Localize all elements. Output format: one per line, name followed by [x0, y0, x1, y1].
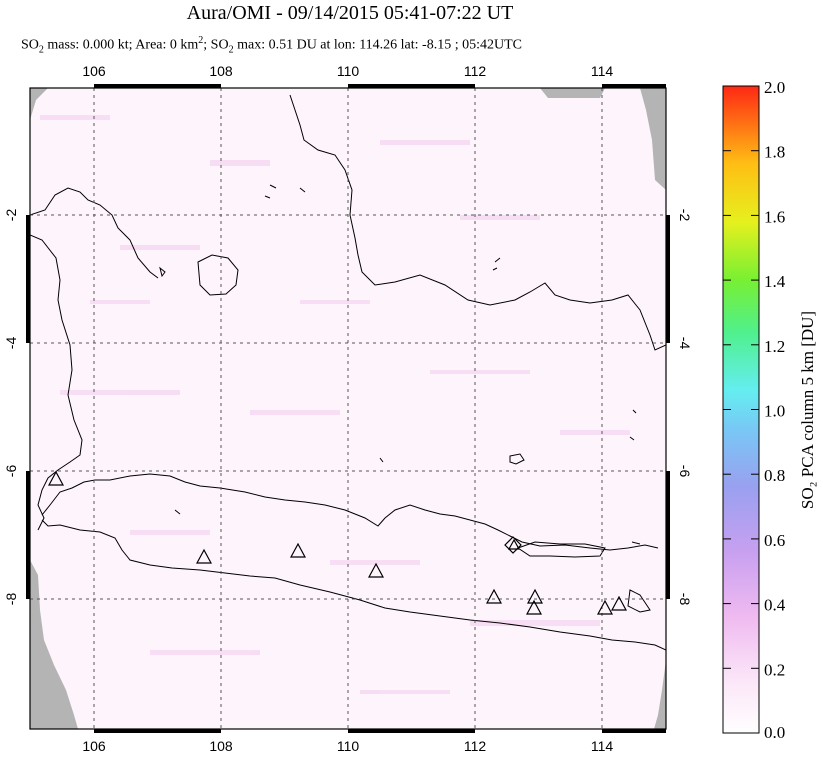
frame-ticks — [26, 84, 670, 733]
lon-label: 110 — [337, 738, 360, 754]
volcano-marker — [596, 599, 614, 615]
volcano-marker — [610, 595, 628, 611]
colorbar-label: 1.0 — [764, 402, 785, 421]
coastline-sumatra — [30, 187, 159, 531]
coastline-java — [41, 473, 666, 651]
no-data-region-left — [30, 88, 78, 729]
lat-labels-right: -2 -4 -6 -8 — [677, 209, 693, 606]
volcano-marker — [47, 470, 65, 486]
colorbar-label: 0.2 — [764, 660, 785, 679]
volcano-marker — [525, 599, 543, 615]
lon-label: 108 — [209, 63, 233, 79]
graticule — [30, 88, 666, 729]
colorbar-ticks — [723, 85, 759, 669]
colorbar-label: 1.6 — [764, 207, 785, 226]
colorbar-label: 0.6 — [764, 531, 785, 550]
lat-label: -6 — [677, 465, 693, 478]
no-data-region-right — [640, 88, 666, 190]
lon-label: 114 — [591, 63, 614, 79]
lat-label: -4 — [3, 337, 19, 350]
colorbar-axis-label: SO₂ PCA column 5 km [DU] — [798, 311, 817, 509]
colorbar-label: 1.8 — [764, 143, 785, 162]
colorbar-label: 2.0 — [764, 78, 785, 97]
lon-label: 114 — [591, 738, 614, 754]
map-title: Aura/OMI - 09/14/2015 05:41-07:22 UT — [186, 2, 514, 24]
volcano-marker — [367, 562, 385, 578]
colorbar-label: 1.4 — [764, 272, 786, 291]
volcano-marker — [507, 538, 521, 550]
colorbar-label: 0.0 — [764, 723, 785, 742]
lat-label: -6 — [3, 465, 19, 478]
lat-labels-left: -2 -4 -6 -8 — [3, 209, 19, 606]
colorbar-labels: 2.0 1.8 1.6 1.4 1.2 1.0 0.8 0.6 0.4 0.2 … — [764, 78, 786, 742]
volcano-marker — [485, 588, 503, 604]
lon-label: 112 — [464, 63, 487, 79]
lon-label: 110 — [337, 63, 360, 79]
lat-label: -4 — [677, 337, 693, 350]
map-background — [30, 88, 666, 729]
so2-streaks — [40, 115, 630, 694]
coastline-small-islands — [174, 184, 641, 545]
lon-label: 112 — [464, 738, 487, 754]
volcano-marker — [195, 548, 213, 564]
no-data-region-right-bottom — [654, 660, 666, 729]
lat-label: -2 — [3, 209, 19, 222]
no-data-region-top — [540, 88, 605, 98]
volcano-marker — [289, 542, 307, 558]
colorbar-label: 1.2 — [764, 337, 785, 356]
coastline-bali — [627, 589, 651, 613]
lat-label: -8 — [677, 593, 693, 606]
lon-label: 106 — [82, 63, 106, 79]
map-subtitle: SO2 mass: 0.000 kt; Area: 0 km2; SO2 max… — [21, 35, 522, 56]
volcano-markers — [47, 470, 628, 615]
lon-labels-bottom: 106 108 110 112 114 — [82, 738, 613, 754]
lat-label: -8 — [3, 593, 19, 606]
lat-label: -2 — [677, 209, 693, 222]
colorbar-label: 0.4 — [764, 596, 786, 615]
coastline-bangka-islet — [159, 266, 166, 278]
coastline-borneo — [289, 94, 666, 351]
coastline-karimunjawa — [509, 453, 525, 465]
volcano-marker-diamond — [504, 536, 522, 554]
lon-labels-top: 106 108 110 112 114 — [82, 63, 613, 79]
colorbar-label: 0.8 — [764, 466, 785, 485]
lon-label: 108 — [209, 738, 233, 754]
coastline-belitung — [197, 254, 239, 296]
lon-label: 106 — [82, 738, 106, 754]
